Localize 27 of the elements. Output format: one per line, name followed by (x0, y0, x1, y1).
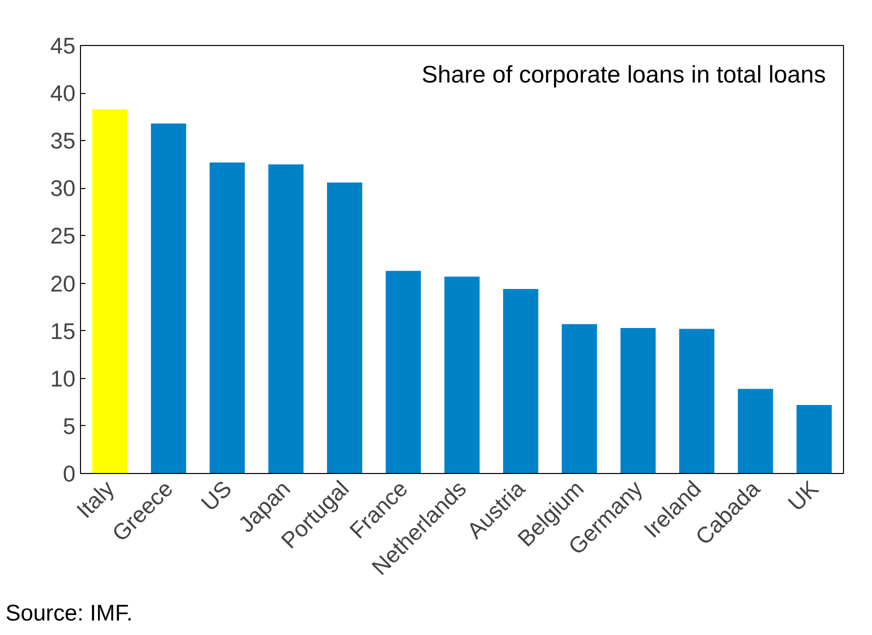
bar (679, 328, 714, 474)
x-tick-label: UK (782, 475, 824, 516)
bar (503, 288, 538, 474)
bar (796, 405, 832, 474)
bar (562, 324, 597, 474)
bar (738, 388, 774, 474)
source-note: Source: IMF. (6, 600, 133, 626)
x-tick-label: US (196, 475, 236, 516)
bar (386, 270, 421, 474)
bar (620, 328, 656, 474)
y-tick-label: 20 (50, 270, 76, 296)
y-tick-label: 15 (50, 318, 76, 344)
bar (327, 182, 362, 474)
text: Share of corporate loans in total loans (422, 61, 826, 88)
bar (150, 123, 186, 474)
y-tick-label: 30 (50, 175, 76, 202)
bar (92, 109, 128, 474)
bar (210, 162, 245, 474)
bar (268, 164, 304, 474)
bar (444, 276, 480, 474)
y-tick-label: 40 (50, 80, 76, 106)
y-tick-label: 25 (50, 222, 76, 249)
y-tick-label: 10 (50, 365, 76, 392)
y-tick-label: 0 (62, 460, 76, 486)
y-tick-label: 5 (62, 412, 76, 439)
y-tick-label: 35 (50, 128, 76, 154)
y-tick-label: 45 (50, 32, 76, 58)
